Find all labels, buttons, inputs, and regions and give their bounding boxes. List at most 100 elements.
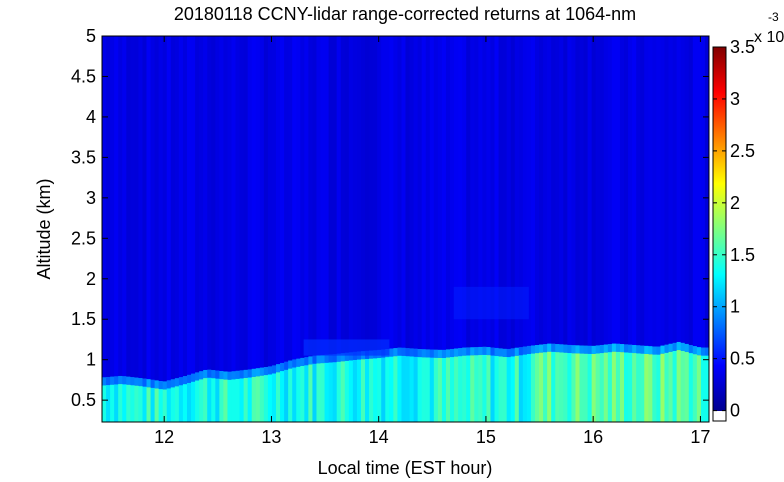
- heatmap-cell: [186, 36, 192, 375]
- heatmap-cell: [555, 352, 560, 422]
- heatmap-cell: [401, 347, 407, 356]
- heatmap-cell: [352, 36, 358, 352]
- heatmap-cell: [680, 36, 686, 343]
- heatmap-cell: [437, 36, 443, 350]
- heatmap-cell: [595, 345, 601, 354]
- heatmap-cell: [300, 36, 305, 358]
- heatmap-cell: [142, 36, 148, 379]
- heatmap-cell: [223, 379, 229, 422]
- heatmap-cell: [494, 36, 500, 348]
- heatmap-cell: [668, 36, 674, 344]
- heatmap-cell: [239, 36, 245, 371]
- heatmap-cell: [539, 344, 544, 353]
- heatmap-cell: [170, 387, 176, 422]
- heatmap-cell: [336, 361, 342, 422]
- heatmap-cell: [632, 36, 637, 345]
- heatmap-cell: [433, 36, 439, 350]
- heatmap-cell: [433, 357, 439, 422]
- x-tick-label: 13: [261, 427, 281, 447]
- heatmap-cell: [106, 385, 111, 422]
- heatmap-cell: [571, 353, 577, 422]
- heatmap-cell: [118, 384, 123, 422]
- heatmap-cell: [292, 367, 297, 422]
- heatmap-cell: [243, 36, 249, 370]
- heatmap-cell: [166, 36, 172, 381]
- heatmap-cell: [587, 36, 593, 346]
- heatmap-cell: [166, 388, 172, 422]
- heatmap-cell: [389, 348, 394, 357]
- heatmap-cell: [296, 358, 301, 367]
- heatmap-cell: [506, 36, 512, 349]
- heatmap-cell: [178, 385, 184, 422]
- colorbar-gradient: [713, 47, 726, 411]
- heatmap-cell: [276, 36, 281, 365]
- heatmap-cell: [696, 355, 702, 422]
- heatmap-cell: [251, 368, 257, 377]
- heatmap-cell: [332, 36, 338, 355]
- heatmap-cell: [603, 352, 609, 422]
- heatmap-cell: [624, 36, 629, 345]
- heatmap-cell: [490, 347, 496, 356]
- heatmap-cell: [454, 36, 459, 349]
- heatmap-cell: [458, 348, 463, 357]
- heatmap-cell: [332, 362, 338, 422]
- heatmap-cell: [401, 355, 407, 422]
- heatmap-cell: [166, 380, 172, 389]
- heatmap-cell: [547, 36, 552, 344]
- heatmap-cell: [255, 36, 261, 369]
- heatmap-cell: [271, 36, 277, 366]
- heatmap-cell: [676, 350, 682, 422]
- heatmap-cell: [174, 386, 180, 422]
- heatmap-cell: [518, 355, 524, 422]
- heatmap-cell: [186, 382, 192, 422]
- heatmap-cell: [174, 378, 180, 387]
- heatmap-cell: [417, 36, 423, 350]
- heatmap-cell: [534, 353, 540, 422]
- heatmap-cell: [292, 359, 297, 368]
- heatmap-cell: [227, 36, 233, 372]
- heatmap-layer: [102, 36, 709, 422]
- heatmap-cell: [308, 36, 314, 357]
- heatmap-cell: [393, 36, 399, 349]
- heatmap-cell: [700, 36, 706, 348]
- heatmap-cell: [462, 355, 467, 422]
- heatmap-cell: [110, 376, 115, 385]
- heatmap-cell: [640, 353, 645, 422]
- colorbar-exponent-base: x 10: [754, 29, 784, 46]
- heatmap-cell: [170, 379, 176, 388]
- heatmap-cell: [276, 372, 281, 422]
- heatmap-cell: [656, 354, 662, 422]
- heatmap-cell: [454, 356, 459, 422]
- heatmap-cell: [397, 355, 403, 422]
- heatmap-cell: [118, 36, 123, 376]
- heatmap-cell: [373, 36, 378, 351]
- heatmap-cell: [494, 347, 500, 357]
- heatmap-cell: [429, 357, 435, 422]
- heatmap-cell: [571, 345, 577, 354]
- heatmap-cell: [308, 356, 314, 365]
- heatmap-cell: [154, 36, 160, 381]
- heatmap-cell: [611, 351, 617, 422]
- heatmap-cell: [324, 354, 330, 363]
- heatmap-cell: [118, 375, 123, 385]
- heatmap-cell: [486, 355, 492, 422]
- heatmap-cell: [267, 374, 273, 422]
- heatmap-cell: [251, 376, 257, 422]
- heatmap-cell: [700, 347, 706, 356]
- heatmap-cell: [280, 362, 285, 372]
- heatmap-cell: [211, 378, 216, 422]
- heatmap-cell: [530, 345, 536, 354]
- heatmap-cell: [628, 344, 633, 353]
- heatmap-cell: [478, 36, 483, 347]
- y-tick-label: 5: [86, 26, 96, 46]
- heatmap-cell: [122, 36, 127, 377]
- heatmap-cell: [126, 36, 131, 377]
- heatmap-cell: [660, 36, 666, 346]
- heatmap-cell: [466, 36, 471, 348]
- heatmap-cell: [122, 376, 127, 385]
- heatmap-cell: [656, 36, 662, 347]
- heatmap-cell: [247, 36, 253, 370]
- heatmap-cell: [316, 363, 322, 422]
- heatmap-cell: [312, 363, 318, 422]
- heatmap-cell: [648, 354, 653, 422]
